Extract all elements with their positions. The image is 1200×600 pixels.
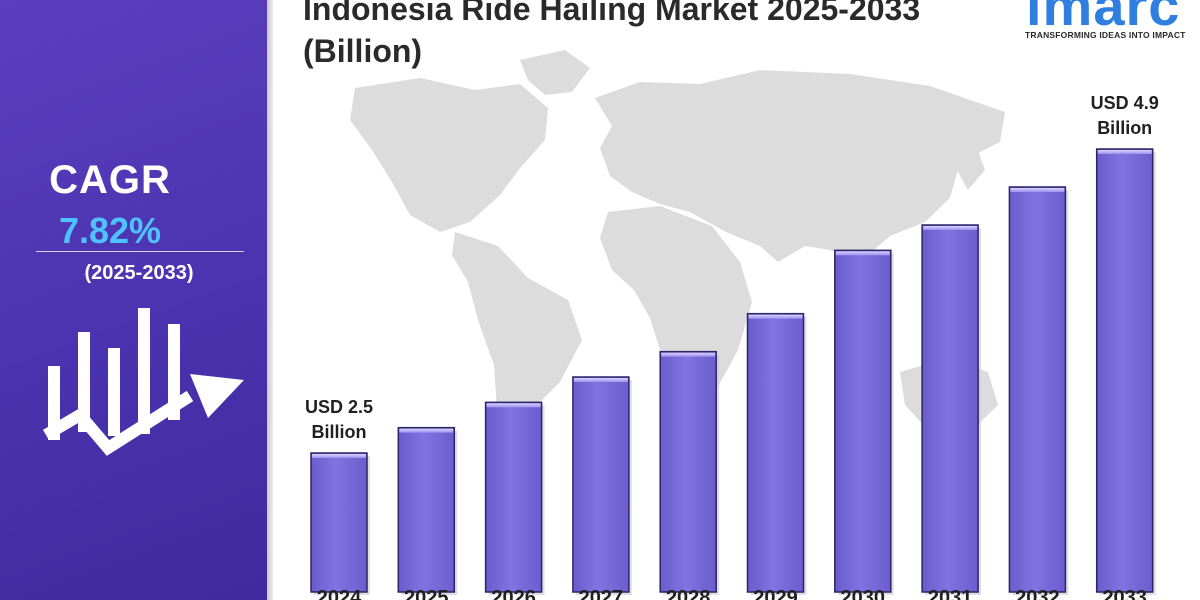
x-tick-label-2026: 2026	[491, 587, 536, 600]
logo-wordmark: imarc	[1026, 0, 1181, 37]
annotation-2024-line-1: USD 2.5	[305, 397, 373, 417]
bar-2027	[572, 376, 632, 595]
x-tick-label-2031: 2031	[928, 587, 973, 600]
annotation-2024-line-2: Billion	[312, 422, 367, 442]
cagr-panel	[0, 0, 267, 600]
imarc-logo: imarc TRANSFORMING IDEAS INTO IMPACT	[1022, 0, 1194, 44]
x-tick-label-2027: 2027	[579, 587, 624, 600]
x-tick-label-2029: 2029	[753, 587, 798, 600]
chart-title: Indonesia Ride Hailing Market 2025-2033 …	[303, 0, 920, 72]
bar-2030	[834, 249, 894, 596]
bar-2028	[659, 350, 720, 595]
bar-2026	[484, 401, 545, 595]
bar-2033	[1095, 148, 1156, 595]
bar-2031	[921, 224, 982, 595]
chart-title-line-2: (Billion)	[303, 33, 423, 69]
x-tick-label-2028: 2028	[666, 587, 711, 600]
cagr-divider	[36, 251, 244, 252]
cagr-value: 7.82%	[58, 210, 162, 251]
cagr-period: (2025-2033)	[84, 262, 194, 284]
bar-2024	[310, 452, 370, 595]
annotation-2033-line-1: USD 4.9	[1091, 93, 1159, 113]
bar-chart-growth-arrow-icon	[42, 308, 244, 456]
x-tick-label-2025: 2025	[404, 587, 449, 600]
bar-2025	[397, 426, 458, 595]
logo-tagline: TRANSFORMING IDEAS INTO IMPACT	[1025, 30, 1186, 40]
bar-2032	[1008, 186, 1069, 595]
x-tick-label-2024: 2024	[317, 587, 362, 600]
annotation-2033-line-2: Billion	[1097, 118, 1152, 138]
x-tick-label-2033: 2033	[1102, 587, 1147, 600]
x-tick-label-2032: 2032	[1015, 587, 1060, 600]
panel-divider	[267, 0, 273, 600]
bar-2029	[746, 312, 807, 595]
cagr-label: CAGR	[49, 158, 171, 202]
chart-title-line-1: Indonesia Ride Hailing Market 2025-2033	[303, 0, 921, 27]
x-tick-label-2030: 2030	[841, 587, 886, 600]
